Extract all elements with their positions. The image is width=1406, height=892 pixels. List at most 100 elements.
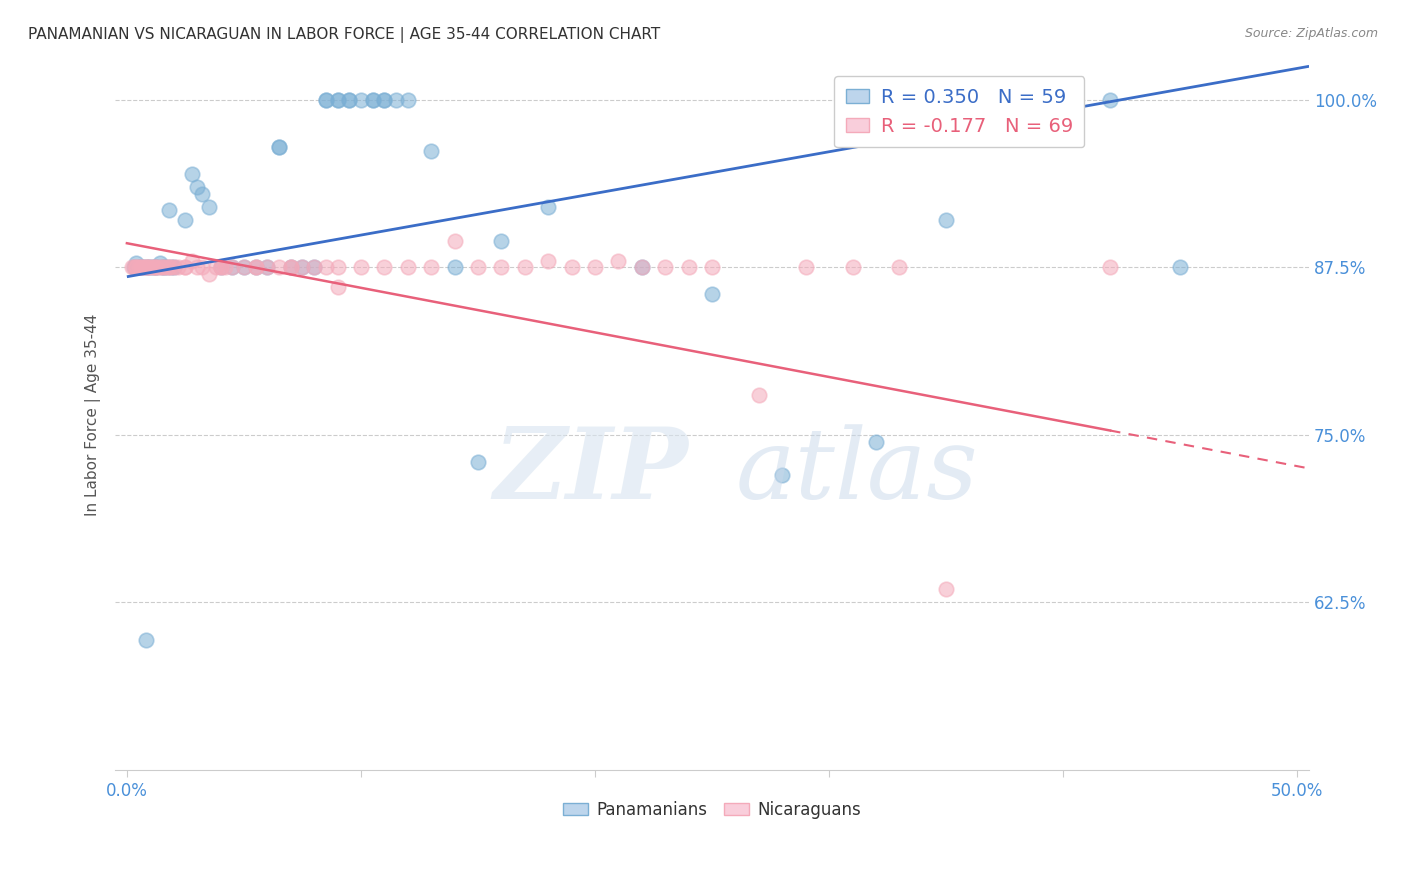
Point [267,260,290,275]
Point [163,260,186,275]
Point [256,260,278,275]
Point [139,260,162,275]
Point [160,260,183,275]
Point [315,93,337,107]
Point [443,260,465,275]
Point [233,260,256,275]
Point [350,260,373,275]
Point [361,93,384,107]
Point [150,260,173,275]
Text: Source: ZipAtlas.com: Source: ZipAtlas.com [1244,27,1378,40]
Point [149,260,172,275]
Point [326,260,349,275]
Legend: Panamanians, Nicaraguans: Panamanians, Nicaraguans [557,794,868,826]
Text: PANAMANIAN VS NICARAGUAN IN LABOR FORCE | AGE 35-44 CORRELATION CHART: PANAMANIAN VS NICARAGUAN IN LABOR FORCE … [28,27,661,43]
Point [841,260,863,275]
Point [156,260,179,275]
Point [337,93,360,107]
Point [174,260,197,275]
Point [163,260,186,275]
Text: atlas: atlas [735,424,979,519]
Point [561,260,583,275]
Point [128,260,150,275]
Point [181,167,204,181]
Point [132,260,155,275]
Point [337,93,360,107]
Point [122,260,145,275]
Point [350,93,373,107]
Point [121,260,143,275]
Point [631,260,654,275]
Point [326,280,349,294]
Point [157,202,180,217]
Point [129,260,152,275]
Point [174,260,197,275]
Point [135,260,157,275]
Point [139,260,162,275]
Point [935,582,957,596]
Point [654,260,676,275]
Point [491,234,513,248]
Point [291,260,314,275]
Point [198,200,221,214]
Point [191,260,214,275]
Point [167,260,190,275]
Point [865,434,887,449]
Point [209,260,232,275]
Point [326,93,349,107]
Point [291,260,314,275]
Point [583,260,606,275]
Point [700,287,723,301]
Point [245,260,267,275]
Point [443,234,465,248]
Point [125,260,148,275]
Point [256,260,278,275]
Point [280,260,302,275]
Point [770,468,793,483]
Point [174,213,197,227]
Point [157,260,180,275]
Point [129,260,152,275]
Point [143,260,166,275]
Point [396,93,419,107]
Point [135,632,157,647]
Point [146,260,169,275]
Point [467,455,489,469]
Point [136,260,159,275]
Point [420,260,443,275]
Point [149,256,172,270]
Point [537,253,560,268]
Point [160,260,183,275]
Point [129,260,152,275]
Point [267,139,290,153]
Point [136,260,159,275]
Point [396,260,419,275]
Point [143,260,166,275]
Point [700,260,723,275]
Point [181,253,204,268]
Point [186,180,208,194]
Point [513,260,536,275]
Point [245,260,267,275]
Point [315,93,337,107]
Point [245,260,267,275]
Point [198,267,221,281]
Point [491,260,513,275]
Point [125,256,148,270]
Point [315,260,337,275]
Point [153,260,176,275]
Point [326,93,349,107]
Point [122,260,145,275]
Text: ZIP: ZIP [494,424,689,520]
Point [1099,260,1122,275]
Point [142,260,165,275]
Y-axis label: In Labor Force | Age 35-44: In Labor Force | Age 35-44 [86,314,101,516]
Point [607,253,630,268]
Point [1168,260,1191,275]
Point [385,93,408,107]
Point [214,260,236,275]
Point [142,260,165,275]
Point [280,260,302,275]
Point [420,144,443,158]
Point [135,260,157,275]
